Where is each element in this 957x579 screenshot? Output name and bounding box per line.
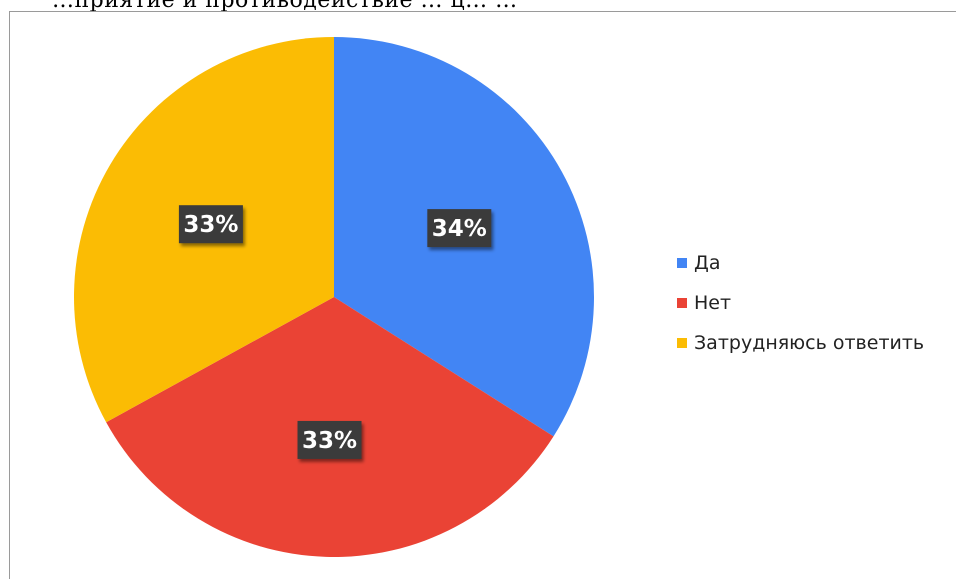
cropped-document-text: …приятие и противодействие … ц… … <box>52 0 518 13</box>
data-label-box <box>178 205 243 244</box>
data-label-unsure: 33% <box>178 205 243 244</box>
data-label-box <box>297 420 362 459</box>
data-label-yes: 34% <box>427 209 492 248</box>
legend-label-unsure: Затрудняюсь ответить <box>694 332 925 354</box>
legend-swatch-no <box>677 298 687 308</box>
chart-legend: Да Нет Затрудняюсь ответить <box>677 243 924 363</box>
data-label-text: 34% <box>432 216 487 242</box>
legend-item-unsure: Затрудняюсь ответить <box>677 323 924 363</box>
legend-item-yes: Да <box>677 243 924 283</box>
legend-swatch-unsure <box>677 338 687 348</box>
legend-swatch-yes <box>677 258 687 268</box>
legend-label-yes: Да <box>694 252 721 274</box>
data-label-box <box>427 209 492 248</box>
data-label-no: 33% <box>297 420 362 459</box>
legend-label-no: Нет <box>694 292 732 314</box>
data-label-text: 33% <box>183 212 238 238</box>
data-label-text: 33% <box>302 428 357 454</box>
legend-item-no: Нет <box>677 283 924 323</box>
